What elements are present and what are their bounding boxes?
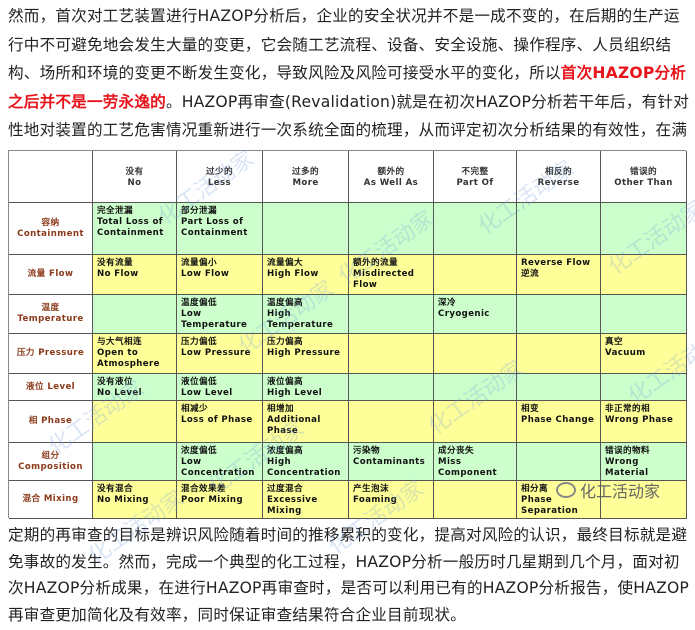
table-cell: 相变 Phase Change bbox=[517, 401, 601, 443]
table-cell bbox=[601, 255, 687, 295]
table-cell bbox=[434, 401, 517, 443]
table-cell: 浓度偏高 High Concentration bbox=[263, 443, 349, 481]
table-cell bbox=[601, 295, 687, 334]
table-cell bbox=[349, 401, 434, 443]
column-header bbox=[9, 151, 93, 203]
row-label: 容纳 Containment bbox=[9, 203, 93, 255]
column-header: 相反的 Reverse bbox=[517, 151, 601, 203]
table-cell: 温度偏高 High Temperature bbox=[263, 295, 349, 334]
column-header: 错误的 Other Than bbox=[601, 151, 687, 203]
column-header: 额外的 As Well As bbox=[349, 151, 434, 203]
table-cell: 真空 Vacuum bbox=[601, 334, 687, 374]
table-cell bbox=[601, 481, 687, 519]
table-cell: 错误的物料 Wrong Material bbox=[601, 443, 687, 481]
table-cell: 液位偏低 Low Level bbox=[177, 374, 263, 401]
table-cell bbox=[434, 374, 517, 401]
table-cell: 压力偏高 High Pressure bbox=[263, 334, 349, 374]
table-cell bbox=[517, 334, 601, 374]
table-cell bbox=[93, 443, 177, 481]
table-cell: 液位偏高 High Level bbox=[263, 374, 349, 401]
column-header: 没有 No bbox=[93, 151, 177, 203]
table-cell: 深冷 Cryogenic bbox=[434, 295, 517, 334]
table-cell bbox=[601, 374, 687, 401]
column-header: 过多的 More bbox=[263, 151, 349, 203]
wechat-icon bbox=[556, 482, 576, 498]
table-cell: 非正常的相 Wrong Phase bbox=[601, 401, 687, 443]
row-label: 相 Phase bbox=[9, 401, 93, 443]
table-cell: Reverse Flow 逆流 bbox=[517, 255, 601, 295]
source-logo: 化工活动家 bbox=[556, 478, 660, 502]
table-cell: 温度偏低 Low Temperature bbox=[177, 295, 263, 334]
row-label: 流量 Flow bbox=[9, 255, 93, 295]
table-cell: 产生泡沫 Foaming bbox=[349, 481, 434, 519]
row-label: 混合 Mixing bbox=[9, 481, 93, 519]
table-cell: 没有混合 No Mixing bbox=[93, 481, 177, 519]
table-cell: 没有液位 No Level bbox=[93, 374, 177, 401]
table-cell: 混合效果差 Poor Mixing bbox=[177, 481, 263, 519]
table-cell bbox=[517, 374, 601, 401]
table-cell bbox=[517, 295, 601, 334]
column-header: 不完整 Part Of bbox=[434, 151, 517, 203]
table-cell bbox=[601, 203, 687, 255]
row-label: 温度 Temperature bbox=[9, 295, 93, 334]
table-cell: 相增加 Additional Phase bbox=[263, 401, 349, 443]
table-cell bbox=[263, 203, 349, 255]
table-cell: 污染物 Contaminants bbox=[349, 443, 434, 481]
table-cell: 压力偏低 Low Pressure bbox=[177, 334, 263, 374]
table-cell bbox=[93, 401, 177, 443]
table-cell bbox=[434, 203, 517, 255]
intro-highlight: 首次HAZOP分析之后并不是一劳永逸的 bbox=[8, 64, 687, 111]
table-cell bbox=[517, 443, 601, 481]
logo-text: 化工活动家 bbox=[580, 482, 661, 501]
intro-paragraph: 然而，首次对工艺装置进行HAZOP分析后，企业的安全状况并不是一成不变的，在后期… bbox=[8, 2, 690, 174]
table-cell: 过度混合 Excessive Mixing bbox=[263, 481, 349, 519]
row-label: 组分 Composition bbox=[9, 443, 93, 481]
table-cell: 相减少 Loss of Phase bbox=[177, 401, 263, 443]
table-cell: 流量偏大 High Flow bbox=[263, 255, 349, 295]
column-header: 过少的 Less bbox=[177, 151, 263, 203]
outro-paragraph: 定期的再审查的目标是辨识风险随着时间的推移累积的变化，提高对风险的认识，最终目标… bbox=[8, 526, 690, 624]
row-label: 液位 Level bbox=[9, 374, 93, 401]
table-cell: 完全泄漏 Total Loss of Containment bbox=[93, 203, 177, 255]
table-cell: 浓度偏低 Low Concentration bbox=[177, 443, 263, 481]
table-cell bbox=[517, 203, 601, 255]
table-cell: 流量偏小 Low Flow bbox=[177, 255, 263, 295]
table-cell bbox=[349, 203, 434, 255]
intro-text-1: 然而，首次对工艺装置进行HAZOP分析后，企业的安全状况并不是一成不变的，在后期… bbox=[8, 7, 680, 83]
table-cell bbox=[93, 295, 177, 334]
table-cell: 与大气相连 Open to Atmosphere bbox=[93, 334, 177, 374]
table-cell bbox=[349, 334, 434, 374]
table-cell bbox=[434, 255, 517, 295]
table-cell bbox=[434, 334, 517, 374]
table-cell bbox=[434, 481, 517, 519]
table-cell bbox=[349, 374, 434, 401]
table-cell: 部分泄漏 Part Loss of Containment bbox=[177, 203, 263, 255]
row-label: 压力 Pressure bbox=[9, 334, 93, 374]
table-cell: 成分丧失 Miss Component bbox=[434, 443, 517, 481]
table-cell: 额外的流量 Misdirected Flow bbox=[349, 255, 434, 295]
hazop-guideword-table: 没有 No 过少的 Less 过多的 More 额外的 As Well As 不完整 P… bbox=[8, 150, 687, 519]
table-cell bbox=[349, 295, 434, 334]
table-cell: 没有流量 No Flow bbox=[93, 255, 177, 295]
